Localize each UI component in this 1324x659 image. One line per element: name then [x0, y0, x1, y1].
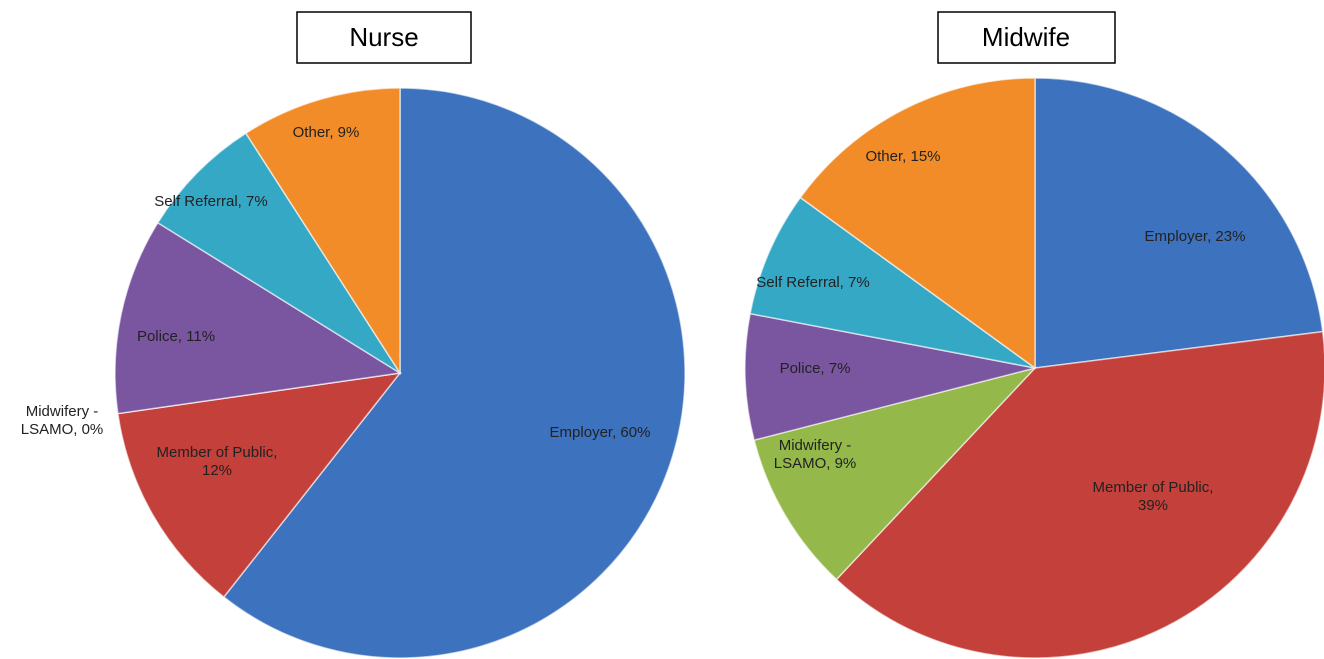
pie-slice [1034, 77, 1324, 369]
data-label: Other, 9% [293, 124, 360, 141]
title-box [937, 11, 1116, 64]
data-label: Member of Public, 12% [157, 444, 278, 479]
pie-slice [744, 312, 1036, 442]
data-label: Midwifery -LSAMO, 9% [774, 437, 857, 472]
data-label: Member of Public, 39% [1093, 479, 1214, 514]
data-label: Midwifery -LSAMO, 0% [21, 403, 104, 438]
data-label: Employer, 60% [550, 424, 651, 441]
pie-slice [117, 371, 402, 599]
pie-slice [799, 77, 1036, 370]
data-label: Police, 7% [780, 360, 851, 377]
title-box [296, 11, 472, 64]
data-label: Employer, 23% [1145, 228, 1246, 245]
pie-slice [156, 132, 401, 374]
data-label: Police, 11% [137, 328, 215, 345]
data-label: Self Referral, 7% [756, 274, 869, 291]
pie-slice [753, 366, 1038, 581]
pie-slice [222, 87, 686, 659]
pie-slice [244, 87, 401, 376]
data-label: Other, 15% [865, 148, 940, 165]
pie-slice [114, 221, 403, 415]
data-label: Self Referral, 7% [154, 193, 267, 210]
pie-slice [835, 330, 1324, 659]
chart-title: Midwife [982, 22, 1070, 52]
pie-slice [749, 196, 1036, 369]
chart-title: Nurse [349, 22, 418, 52]
